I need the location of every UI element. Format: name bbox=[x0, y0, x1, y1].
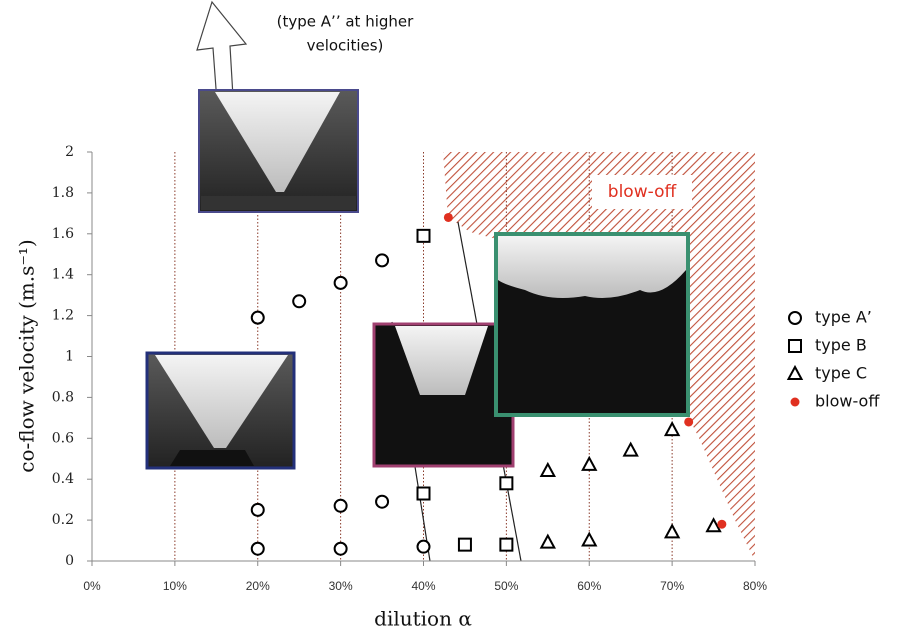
annotation: (type A’’ at higher bbox=[277, 13, 414, 31]
legend-label: type C bbox=[815, 364, 867, 383]
legend-label: type A’ bbox=[815, 308, 872, 327]
region-label: blow-off bbox=[608, 182, 678, 202]
flame-photo bbox=[372, 322, 515, 468]
point bbox=[292, 294, 307, 309]
y-tick-label: 0.8 bbox=[52, 389, 74, 405]
point bbox=[499, 537, 514, 552]
point bbox=[416, 486, 431, 501]
y-tick-label: 1.6 bbox=[52, 226, 74, 242]
point bbox=[416, 228, 431, 243]
point bbox=[457, 537, 472, 552]
point bbox=[499, 476, 514, 491]
legend-label: type B bbox=[815, 336, 867, 355]
point bbox=[250, 310, 265, 325]
y-tick-label: 0.2 bbox=[52, 512, 74, 528]
y-tick-label: 1.4 bbox=[52, 267, 74, 283]
y-tick-label: 0.4 bbox=[52, 471, 74, 487]
x-tick-label: 80% bbox=[743, 579, 767, 593]
legend-marker bbox=[786, 364, 804, 380]
point bbox=[705, 517, 722, 533]
point bbox=[539, 533, 556, 549]
x-tick-label: 20% bbox=[246, 579, 270, 593]
point bbox=[333, 498, 348, 513]
flame-photo bbox=[145, 351, 296, 470]
point bbox=[443, 212, 453, 222]
y-tick-label: 0.6 bbox=[52, 430, 74, 446]
y-axis-label: co-flow velocity (m.s⁻¹) bbox=[15, 239, 39, 473]
y-tick-label: 1 bbox=[65, 349, 74, 365]
legend-marker bbox=[790, 397, 800, 407]
y-tick-label: 1.8 bbox=[52, 185, 74, 201]
point bbox=[416, 539, 431, 554]
x-tick-label: 70% bbox=[660, 579, 684, 593]
point bbox=[663, 421, 681, 437]
x-axis-label: dilution α bbox=[374, 607, 472, 631]
annotation: velocities) bbox=[307, 37, 384, 55]
x-tick-label: 60% bbox=[577, 579, 601, 593]
x-tick-label: 0% bbox=[83, 579, 101, 593]
point bbox=[333, 541, 348, 556]
point bbox=[663, 523, 681, 539]
point bbox=[375, 494, 390, 509]
legend-label: blow-off bbox=[815, 392, 880, 411]
point bbox=[250, 541, 265, 556]
point bbox=[717, 519, 727, 529]
point bbox=[684, 417, 694, 427]
x-tick-label: 40% bbox=[411, 579, 435, 593]
point bbox=[622, 441, 639, 457]
flame-photo bbox=[494, 232, 690, 417]
x-tick-label: 50% bbox=[494, 579, 518, 593]
point bbox=[250, 502, 265, 517]
point bbox=[581, 531, 598, 547]
y-tick-label: 0 bbox=[65, 553, 74, 569]
x-tick-label: 30% bbox=[329, 579, 353, 593]
legend-marker bbox=[788, 339, 802, 353]
x-tick-label: 10% bbox=[163, 579, 187, 593]
point bbox=[333, 275, 348, 290]
flame-photo bbox=[198, 89, 359, 213]
point bbox=[581, 455, 598, 471]
point bbox=[539, 461, 556, 478]
region-label-box bbox=[592, 175, 692, 209]
legend-marker bbox=[788, 311, 802, 325]
y-tick-label: 2 bbox=[65, 144, 74, 160]
y-tick-label: 1.2 bbox=[52, 308, 74, 324]
point bbox=[375, 253, 390, 268]
